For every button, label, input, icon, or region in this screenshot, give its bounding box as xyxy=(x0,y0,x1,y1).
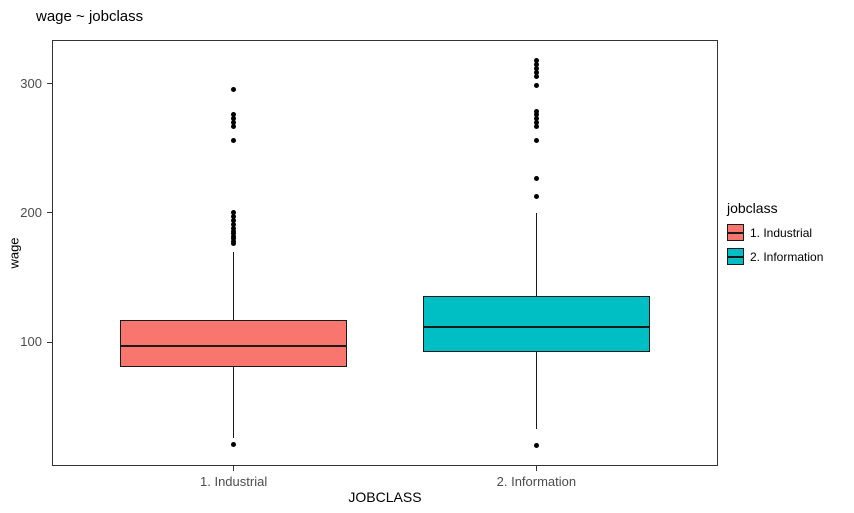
legend-key xyxy=(727,248,744,265)
x-tick-label: 2. Information xyxy=(496,474,577,489)
whisker-upper xyxy=(535,212,537,296)
outlier-point xyxy=(231,138,237,144)
outlier-point xyxy=(231,116,237,122)
outlier-point xyxy=(533,138,539,144)
outlier-point xyxy=(231,86,237,92)
outlier-point xyxy=(533,193,539,199)
outlier-point xyxy=(231,241,237,247)
outlier-point xyxy=(231,222,237,228)
outlier-point xyxy=(231,210,237,216)
y-axis-title: wage xyxy=(6,237,22,269)
legend-entry: 2. Information xyxy=(727,248,823,265)
outlier-point xyxy=(231,231,237,237)
outlier-point xyxy=(231,441,237,447)
chart-title: wage ~ jobclass xyxy=(36,8,144,25)
outlier-point xyxy=(533,112,539,118)
y-tick-mark xyxy=(47,212,52,214)
legend-label: 2. Information xyxy=(750,249,824,264)
whisker-lower xyxy=(535,352,537,429)
y-tick-label: 200 xyxy=(20,204,42,220)
whisker-lower xyxy=(233,366,235,438)
plot-panel xyxy=(52,40,718,466)
outlier-point xyxy=(533,108,539,114)
outlier-point xyxy=(533,123,539,129)
legend: jobclass 1. Industrial 2. Information xyxy=(727,200,823,272)
outlier-point xyxy=(231,233,237,239)
outlier-point xyxy=(533,69,539,75)
outlier-point xyxy=(533,116,539,122)
outlier-point xyxy=(533,175,539,181)
legend-key-median-line xyxy=(728,232,743,234)
outlier-point xyxy=(533,73,539,79)
outlier-point xyxy=(533,65,539,71)
outlier-point xyxy=(231,228,237,234)
y-tick-mark xyxy=(47,341,52,343)
x-tick-mark xyxy=(535,466,537,471)
legend-key xyxy=(727,224,744,241)
x-axis-title: JOBCLASS xyxy=(348,489,422,505)
boxplot-box xyxy=(120,320,348,367)
x-tick-mark xyxy=(233,466,235,471)
legend-entry: 1. Industrial xyxy=(727,224,823,241)
whisker-upper xyxy=(233,251,235,321)
outlier-point xyxy=(231,214,237,220)
y-tick-label: 100 xyxy=(20,334,42,350)
legend-title: jobclass xyxy=(727,200,778,216)
y-tick-label: 300 xyxy=(20,75,42,91)
outlier-point xyxy=(231,112,237,118)
outlier-point xyxy=(533,442,539,448)
y-tick-mark xyxy=(47,83,52,85)
x-tick-label: 1. Industrial xyxy=(200,474,268,489)
legend-key-median-line xyxy=(728,256,743,258)
legend-label: 1. Industrial xyxy=(750,225,813,240)
outlier-point xyxy=(231,238,237,244)
outlier-point xyxy=(231,218,237,224)
outlier-point xyxy=(231,120,237,126)
outlier-point xyxy=(231,123,237,129)
outlier-point xyxy=(533,120,539,126)
outlier-point xyxy=(231,225,237,231)
median-line xyxy=(120,344,348,347)
outlier-point xyxy=(533,58,539,64)
median-line xyxy=(422,325,650,328)
outlier-point xyxy=(533,82,539,88)
outlier-point xyxy=(533,62,539,68)
boxplot-box xyxy=(422,295,650,353)
outlier-point xyxy=(231,236,237,242)
